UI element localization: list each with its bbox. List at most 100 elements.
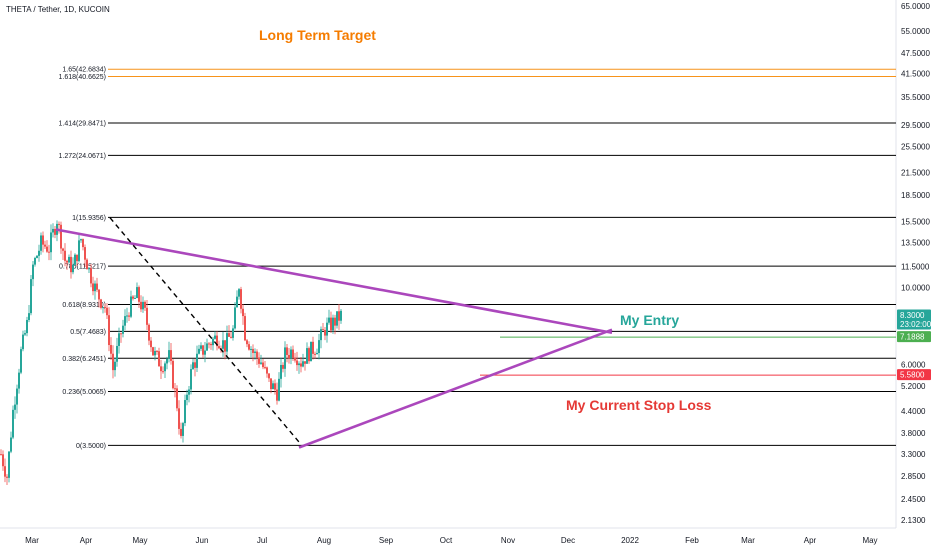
candle-body — [76, 254, 78, 262]
x-tick-label: Jun — [196, 536, 209, 545]
candle-body — [244, 316, 246, 341]
x-tick-label: Oct — [440, 536, 453, 545]
candle-body — [294, 357, 296, 361]
candle-body — [320, 329, 322, 341]
candle-body — [42, 235, 44, 245]
candle-body — [184, 400, 186, 424]
candle-body — [22, 334, 24, 350]
candle-body — [194, 362, 196, 368]
y-tick-label: 18.5000 — [901, 191, 930, 200]
candle-body — [32, 264, 34, 280]
x-tick-label: Mar — [741, 536, 755, 545]
candle-body — [330, 317, 332, 331]
candle-body — [66, 260, 68, 263]
candle-body — [228, 333, 230, 337]
x-tick-label: Sep — [379, 536, 394, 545]
fib-levels: 1.65(42.6834)1.618(40.6625) 1.414(29.8471… — [59, 67, 896, 450]
candle-body — [46, 246, 48, 252]
candle-body — [96, 283, 98, 290]
candle-body — [274, 383, 276, 390]
y-tick-label: 41.5000 — [901, 69, 930, 78]
candle-body — [18, 372, 20, 389]
candle-body — [126, 315, 128, 317]
candle-body — [196, 353, 198, 368]
candle-body — [292, 349, 294, 358]
candle-body — [252, 348, 254, 353]
trendline-upper-triangle — [55, 228, 613, 335]
price-tag-value: 5.5800 — [900, 371, 925, 380]
candle-body — [324, 329, 326, 336]
candle-body — [118, 333, 120, 346]
candle-body — [226, 333, 228, 352]
candle-body — [206, 343, 208, 351]
price-tag-countdown: 23:02:00 — [900, 320, 932, 329]
candle-body — [190, 369, 192, 390]
candle-body — [256, 351, 258, 358]
candle-body — [278, 378, 280, 401]
candle-body — [74, 254, 76, 265]
candle-body — [86, 259, 88, 270]
candle-body — [272, 383, 274, 390]
x-tick-label: May — [862, 536, 877, 545]
candle-body — [310, 341, 312, 362]
candle-body — [38, 250, 40, 256]
x-tick-label: Nov — [501, 536, 515, 545]
candle-body — [170, 350, 172, 361]
candle-body — [234, 307, 236, 329]
candle-body — [218, 346, 220, 349]
price-tag — [897, 369, 931, 381]
candle-body — [132, 296, 134, 299]
x-tick-label: 2022 — [621, 536, 639, 545]
fib-label: 1.414(29.8471) — [59, 121, 106, 128]
y-tick-label: 4.4000 — [901, 407, 926, 416]
time-axis[interactable]: Mar Apr May Jun Jul Aug Sep Oct Nov Dec 2022 Feb Mar… — [25, 536, 877, 545]
candle-body — [148, 324, 150, 341]
fib-label: 0(3.5000) — [76, 443, 106, 450]
candle-body — [268, 373, 270, 379]
annotation-long-term-target: Long Term Target — [259, 27, 376, 43]
candle-body — [266, 367, 268, 374]
candle-body — [208, 343, 210, 345]
price-tag-value: 7.1888 — [900, 333, 925, 342]
candle-body — [264, 367, 266, 369]
candle-body — [340, 310, 342, 321]
candle-body — [316, 352, 318, 355]
candle-body — [100, 299, 102, 308]
candle-body — [326, 322, 328, 336]
candle-body — [240, 289, 242, 309]
candle-body — [242, 308, 244, 317]
candle-body — [62, 248, 64, 251]
y-tick-label: 3.3000 — [901, 450, 926, 459]
y-tick-label: 5.2000 — [901, 382, 926, 391]
candle-body — [276, 389, 278, 401]
candle-body — [112, 353, 114, 371]
candle-body — [140, 301, 142, 310]
candle-body — [160, 366, 162, 372]
candle-body — [102, 306, 104, 308]
price-axis[interactable]: 65.0000 55.0000 47.5000 41.5000 35.5000 29.50… — [901, 2, 930, 525]
candle-body — [168, 350, 170, 359]
candle-body — [296, 360, 298, 366]
candle-body — [172, 360, 174, 389]
x-tick-label: Jul — [257, 536, 267, 545]
y-tick-label: 25.5000 — [901, 143, 930, 152]
candle-body — [322, 329, 324, 331]
candle-body — [154, 350, 156, 356]
candle-body — [16, 388, 18, 405]
y-tick-label: 6.0000 — [901, 360, 926, 369]
candle-body — [336, 311, 338, 326]
candle-body — [134, 297, 136, 299]
annotation-my-entry: My Entry — [620, 312, 679, 328]
candle-body — [108, 315, 110, 346]
x-tick-label: Dec — [561, 536, 575, 545]
candle-body — [174, 388, 176, 390]
candle-body — [24, 333, 26, 335]
candle-body — [156, 350, 158, 352]
candle-body — [64, 250, 66, 261]
candle-body — [116, 345, 118, 362]
candle-body — [332, 317, 334, 331]
y-tick-label: 10.0000 — [901, 283, 930, 292]
candle-body — [224, 340, 226, 352]
x-tick-label: Mar — [25, 536, 39, 545]
